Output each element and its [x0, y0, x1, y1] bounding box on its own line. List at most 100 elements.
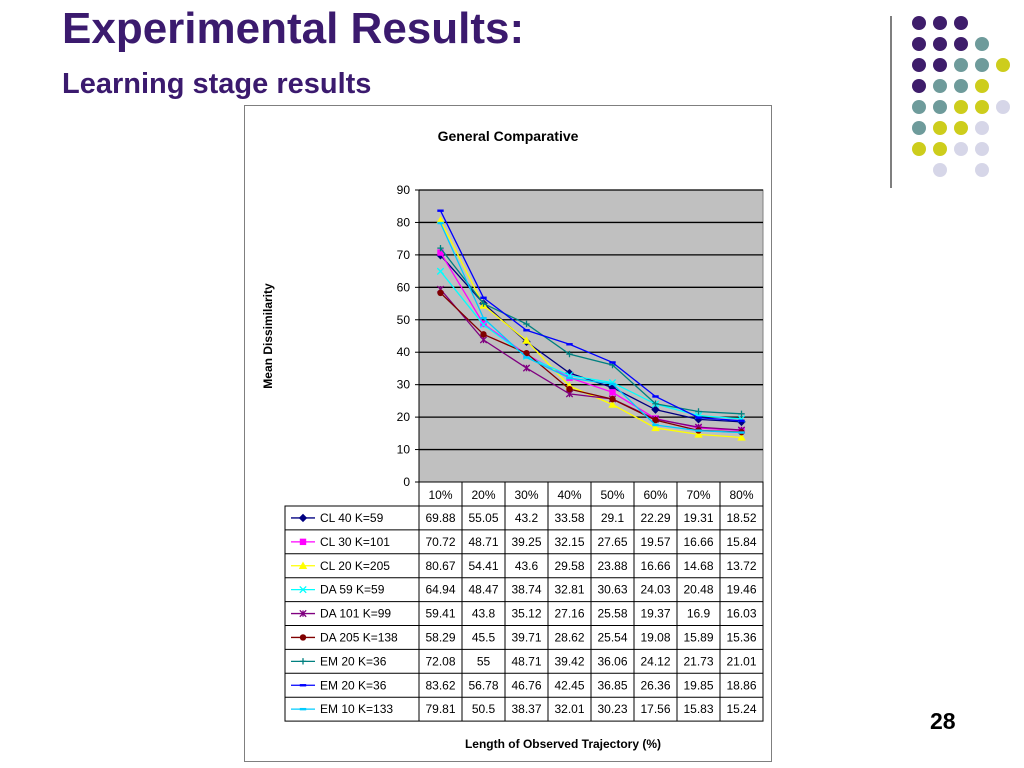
data-point	[652, 395, 659, 398]
table-cell: 36.06	[597, 654, 627, 668]
data-point	[480, 316, 487, 320]
data-point	[480, 300, 487, 307]
data-point	[609, 395, 616, 403]
series-line	[439, 247, 742, 415]
table-cell: 17.56	[640, 702, 670, 716]
slide-subtitle: Learning stage results	[62, 68, 372, 100]
table-cell: 48.71	[511, 654, 541, 668]
data-point	[479, 336, 488, 344]
data-point	[694, 430, 703, 438]
data-point	[523, 356, 530, 359]
table-cell: 45.5	[472, 630, 496, 644]
table-cell: 19.08	[640, 630, 670, 644]
data-point	[299, 538, 307, 546]
decorative-dot	[933, 163, 947, 177]
plot-area	[418, 189, 764, 483]
table-cell: 83.62	[425, 678, 455, 692]
chart-frame: General Comparative 0 10 20 30 40 50 60 70 80 90 Me…	[244, 105, 772, 762]
y-tick-label: 20	[397, 410, 411, 424]
data-point	[522, 336, 531, 344]
decorative-dot	[933, 58, 947, 72]
table-cell: 46.76	[511, 678, 541, 692]
table-cell: 38.37	[511, 702, 541, 716]
table-cell: 16.66	[640, 559, 670, 573]
series-9	[437, 221, 745, 434]
table-cell: 15.89	[683, 630, 713, 644]
data-point	[609, 361, 616, 364]
data-point	[299, 658, 307, 665]
data-point	[695, 416, 702, 419]
decorative-dot	[933, 121, 947, 135]
table-cell: 30.23	[597, 702, 627, 716]
table-cell: 43.8	[472, 607, 496, 621]
decorative-dot	[975, 37, 989, 51]
decorative-dot	[954, 142, 968, 156]
data-point	[522, 364, 531, 372]
data-point	[609, 382, 616, 386]
table-cell: 56.78	[468, 678, 498, 692]
data-point	[738, 431, 745, 434]
legend-label: CL 20 K=205	[320, 559, 390, 573]
table-cell: 13.72	[726, 559, 756, 573]
series-line	[439, 210, 742, 422]
table-cell: 29.58	[554, 559, 584, 573]
series-8	[437, 209, 745, 423]
decorative-dot	[996, 58, 1010, 72]
table-cell: 19.37	[640, 607, 670, 621]
data-point	[695, 429, 702, 432]
table-cell: 14.68	[683, 559, 713, 573]
series-line	[440, 288, 742, 431]
table-cell: 58.29	[425, 630, 455, 644]
series-line	[440, 254, 742, 423]
table-cell: 16.03	[726, 607, 756, 621]
table-cell: 22.29	[640, 511, 670, 525]
table-cell: 48.47	[468, 583, 498, 597]
table-cell: 26.36	[640, 678, 670, 692]
decorative-dot	[933, 37, 947, 51]
table-cell: 19.46	[726, 583, 756, 597]
table-cell: 72.08	[425, 654, 455, 668]
table-cell: 32.81	[554, 583, 584, 597]
table-cell: 19.57	[640, 535, 670, 549]
table-cell: 50.5	[472, 702, 496, 716]
legend-label: DA 205 K=138	[320, 630, 398, 644]
line-chart: General Comparative 0 10 20 30 40 50 60 70 80 90 Me…	[261, 128, 764, 751]
table-cell: 64.94	[425, 583, 455, 597]
table-cell: 21.73	[683, 654, 713, 668]
table-cell: 54.41	[468, 559, 498, 573]
table-cell: 18.86	[726, 678, 756, 692]
table-cell: 23.88	[597, 559, 627, 573]
series-line	[440, 292, 742, 433]
x-axis-label: Length of Observed Trajectory (%)	[465, 737, 661, 751]
table-cell: 33.58	[554, 511, 584, 525]
decorative-dot	[954, 100, 968, 114]
data-point	[437, 221, 444, 225]
data-point	[566, 350, 573, 358]
decorative-dot	[975, 163, 989, 177]
table-cell: 36.85	[597, 678, 627, 692]
table-cell: 25.54	[597, 630, 627, 644]
data-point	[652, 416, 659, 424]
table-header-cell: 20%	[471, 488, 495, 502]
data-point	[299, 609, 307, 618]
data-point	[651, 405, 660, 414]
decorative-dot	[975, 142, 989, 156]
legend-label: DA 59 K=59	[320, 583, 385, 597]
data-point	[437, 209, 444, 212]
table-cell: 19.31	[683, 511, 713, 525]
data-point	[695, 408, 702, 415]
decorative-dot	[912, 37, 926, 51]
table-cell: 32.15	[554, 535, 584, 549]
slide-title: Experimental Results:	[62, 4, 525, 53]
decorative-dot	[912, 58, 926, 72]
data-point	[299, 684, 307, 687]
legend-label: EM 20 K=36	[320, 654, 387, 668]
y-tick-label: 0	[403, 475, 410, 489]
data-point	[566, 385, 573, 393]
data-table	[284, 505, 764, 722]
decorative-dot	[912, 16, 926, 30]
data-point	[737, 433, 746, 441]
decorative-dot	[954, 37, 968, 51]
decorative-dot	[912, 121, 926, 135]
decorative-dot	[933, 16, 947, 30]
